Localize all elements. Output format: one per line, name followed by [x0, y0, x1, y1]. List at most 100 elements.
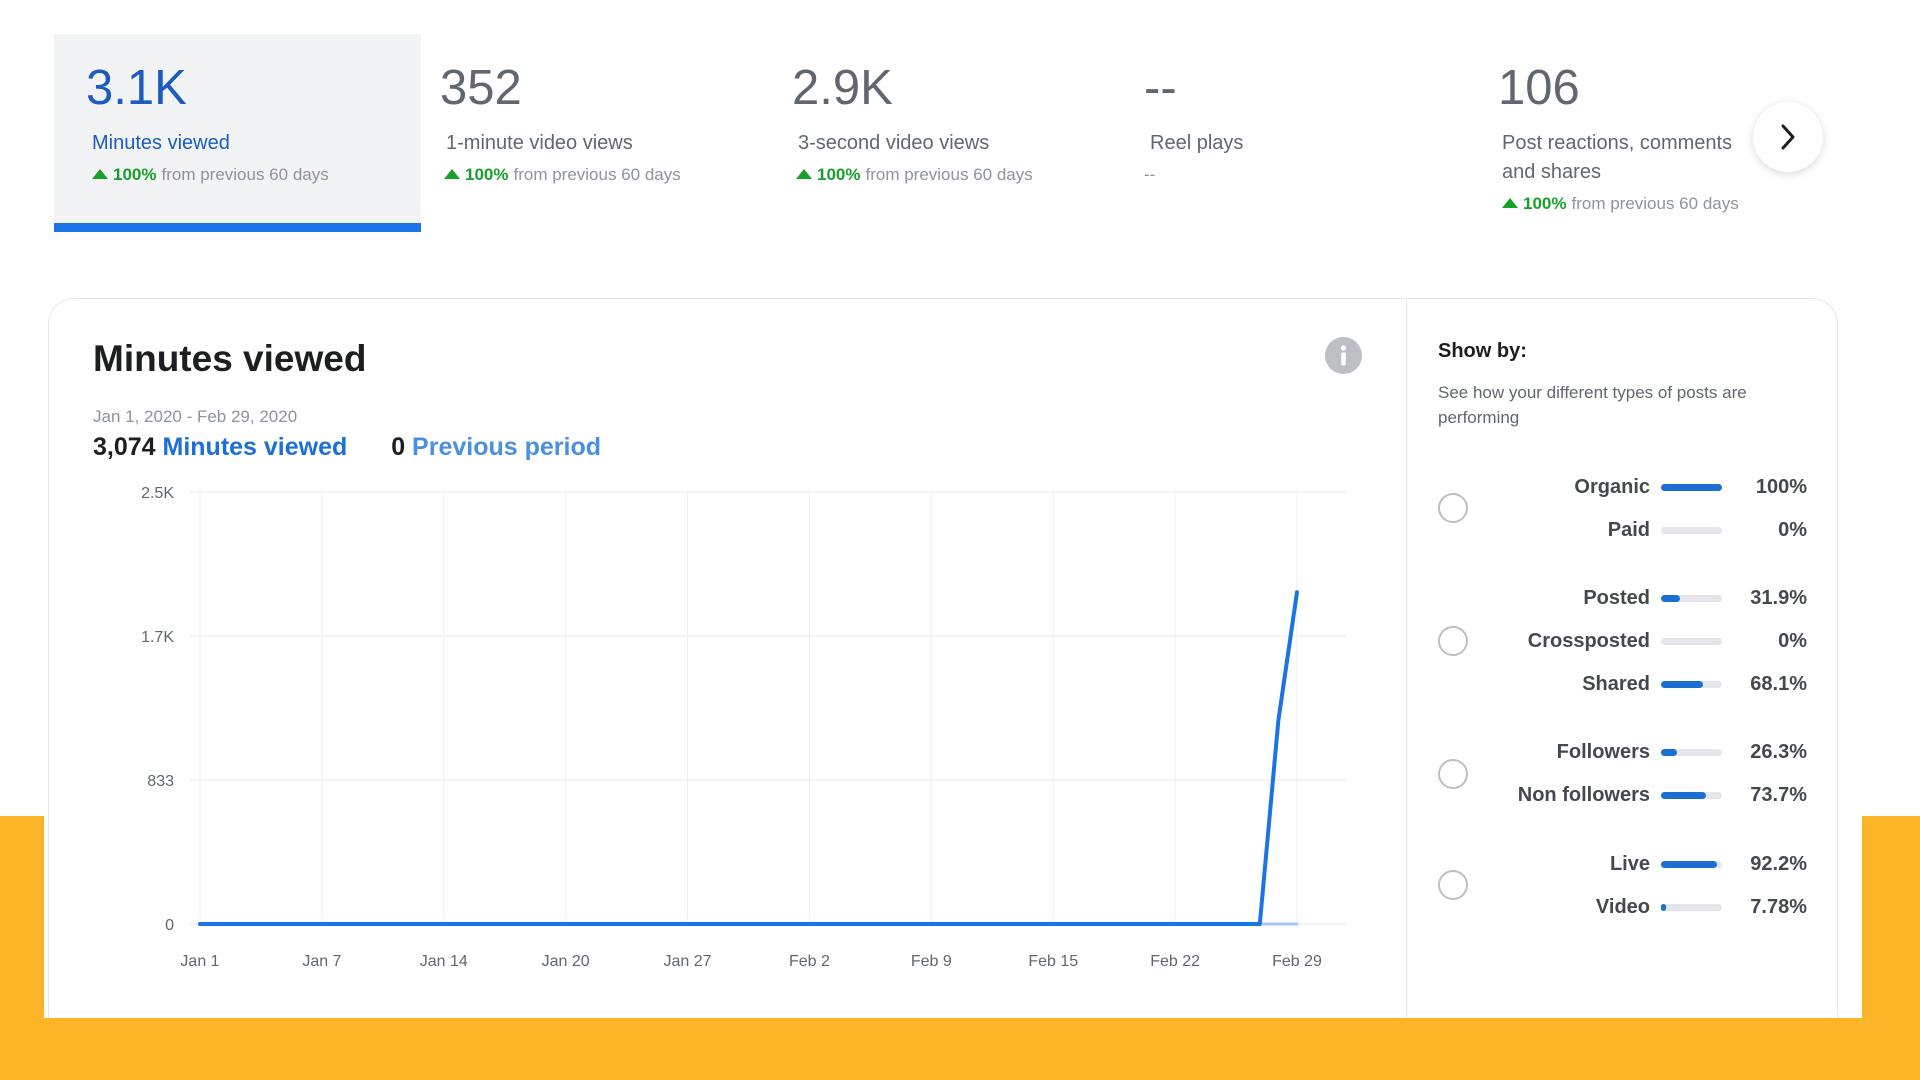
breakdown-percent-non-followers: 73.7%: [1750, 784, 1807, 806]
x-tick-label: Feb 29: [1272, 953, 1322, 970]
metric-label: 1-minute video views: [446, 132, 633, 154]
metric-change-text: from previous 60 days: [865, 165, 1033, 184]
show-by-description: See how your different types of posts ar…: [1438, 383, 1747, 427]
radio-post-type[interactable]: [1438, 626, 1468, 656]
metric-change: --: [1144, 165, 1156, 184]
breakdown-bar-video: [1661, 904, 1722, 911]
metric-card-1-minute-views[interactable]: 352 1-minute video views 100% from previo…: [406, 34, 736, 232]
x-tick-label: Feb 22: [1150, 953, 1200, 970]
current-value: 3,074: [93, 433, 156, 461]
breakdown-bar-posted: [1661, 595, 1722, 602]
metric-value: 352: [440, 61, 522, 115]
x-tick-label: Jan 1: [180, 953, 219, 970]
x-tick-label: Jan 7: [302, 953, 341, 970]
info-glyph: [1340, 345, 1347, 366]
metric-value: 2.9K: [792, 61, 893, 115]
metric-change-percent: 100%: [1523, 194, 1567, 213]
date-range: Jan 1, 2020 - Feb 29, 2020: [93, 407, 298, 426]
breakdown-percent-shared: 68.1%: [1750, 673, 1807, 695]
breakdown-label-video: Video: [1595, 896, 1650, 918]
metric-card-minutes-viewed[interactable]: 3.1K Minutes viewed 100% from previous 60…: [54, 34, 421, 232]
breakdown-bar-followers: [1661, 749, 1722, 756]
metric-change: 100% from previous 60 days: [444, 165, 681, 185]
metric-card-post-reactions[interactable]: 106 Post reactions, comments and shares …: [1464, 34, 1784, 232]
breakdown-bar-crossposted: [1661, 638, 1722, 645]
breakdown-bar-fill: [1661, 792, 1706, 799]
breakdown-bar-non-followers: [1661, 792, 1722, 799]
breakdown-label-non-followers: Non followers: [1517, 784, 1650, 806]
breakdown-bar-organic: [1661, 484, 1722, 491]
y-tick-label: 0: [165, 917, 174, 934]
breakdown-bar-fill: [1661, 681, 1703, 688]
x-tick-label: Jan 27: [664, 953, 712, 970]
breakdown-percent-followers: 26.3%: [1750, 741, 1807, 763]
breakdown-bar-live: [1661, 861, 1722, 868]
breakdown-label-shared: Shared: [1582, 673, 1650, 695]
breakdown-label-paid: Paid: [1607, 519, 1650, 541]
arrow-up-icon: [444, 169, 460, 179]
breakdown-label-posted: Posted: [1583, 587, 1650, 609]
metric-label-line: and shares: [1502, 161, 1601, 183]
radio-audience[interactable]: [1438, 759, 1468, 789]
x-tick-label: Jan 14: [420, 953, 468, 970]
previous-label: Previous period: [412, 433, 601, 461]
metric-label: 3-second video views: [798, 132, 990, 154]
breakdown-percent-live: 92.2%: [1750, 853, 1807, 875]
y-tick-label: 2.5K: [141, 485, 174, 502]
show-by-title: Show by:: [1438, 340, 1527, 362]
metric-change-text: from previous 60 days: [1571, 194, 1739, 213]
chart-panel: [48, 298, 1838, 1018]
metric-change: 100% from previous 60 days: [1502, 194, 1739, 214]
metric-card-3-second-views[interactable]: 2.9K 3-second video views 100% from previ…: [758, 34, 1088, 232]
next-metrics-button[interactable]: [1753, 102, 1823, 172]
metric-card-reel-plays[interactable]: -- Reel plays --: [1110, 34, 1440, 232]
breakdown-bar-paid: [1661, 527, 1722, 534]
arrow-up-icon: [1502, 198, 1518, 208]
breakdown-label-live: Live: [1609, 853, 1650, 875]
radio-content-format[interactable]: [1438, 870, 1468, 900]
breakdown-bar-fill: [1661, 484, 1722, 491]
panel-divider: [1406, 300, 1407, 1018]
x-tick-label: Feb 2: [789, 953, 830, 970]
breakdown-percent-posted: 31.9%: [1750, 587, 1807, 609]
metric-change: 100% from previous 60 days: [92, 165, 329, 185]
x-tick-label: Feb 9: [911, 953, 952, 970]
breakdown-label-followers: Followers: [1556, 741, 1650, 763]
breakdown-percent-paid: 0%: [1778, 519, 1807, 541]
previous-value: 0: [391, 433, 406, 461]
arrow-up-icon: [796, 169, 812, 179]
info-icon[interactable]: [1325, 337, 1362, 374]
breakdown-percent-crossposted: 0%: [1778, 630, 1807, 652]
metric-change-percent: 100%: [817, 165, 861, 184]
breakdown-label-crossposted: Crossposted: [1527, 630, 1650, 652]
current-label: Minutes viewed: [162, 433, 348, 461]
metric-label: Reel plays: [1150, 132, 1244, 154]
metric-change-text: from previous 60 days: [161, 165, 329, 184]
breakdown-bar-fill: [1661, 904, 1666, 911]
breakdown-label-organic: Organic: [1574, 476, 1650, 498]
metric-change-text: from previous 60 days: [513, 165, 681, 184]
chevron-right-icon: [1781, 124, 1795, 150]
arrow-up-icon: [92, 169, 108, 179]
metric-value: --: [1144, 61, 1177, 115]
breakdown-bar-fill: [1661, 595, 1681, 602]
metric-change-percent: 100%: [465, 165, 509, 184]
y-tick-label: 833: [147, 773, 174, 790]
breakdown-percent-video: 7.78%: [1750, 896, 1807, 918]
metric-value: 3.1K: [86, 61, 187, 115]
chart-summary: 3,074 Minutes viewed 0 Previous period: [93, 433, 601, 462]
radio-organic-paid[interactable]: [1438, 493, 1468, 523]
metric-label: Post reactions, comments and shares: [1502, 129, 1732, 187]
y-tick-label: 1.7K: [141, 629, 174, 646]
breakdown-bar-fill: [1661, 749, 1678, 756]
metric-label-line: Post reactions, comments: [1502, 132, 1733, 154]
metric-value: 106: [1498, 61, 1580, 115]
breakdown-percent-organic: 100%: [1755, 476, 1807, 498]
series-line-minutes-viewed: [198, 590, 1299, 926]
breakdown-bar-fill: [1661, 861, 1718, 868]
breakdown-bar-shared: [1661, 681, 1722, 688]
metric-label: Minutes viewed: [92, 132, 230, 154]
metric-change-percent: 100%: [113, 165, 157, 184]
x-tick-label: Jan 20: [542, 953, 590, 970]
